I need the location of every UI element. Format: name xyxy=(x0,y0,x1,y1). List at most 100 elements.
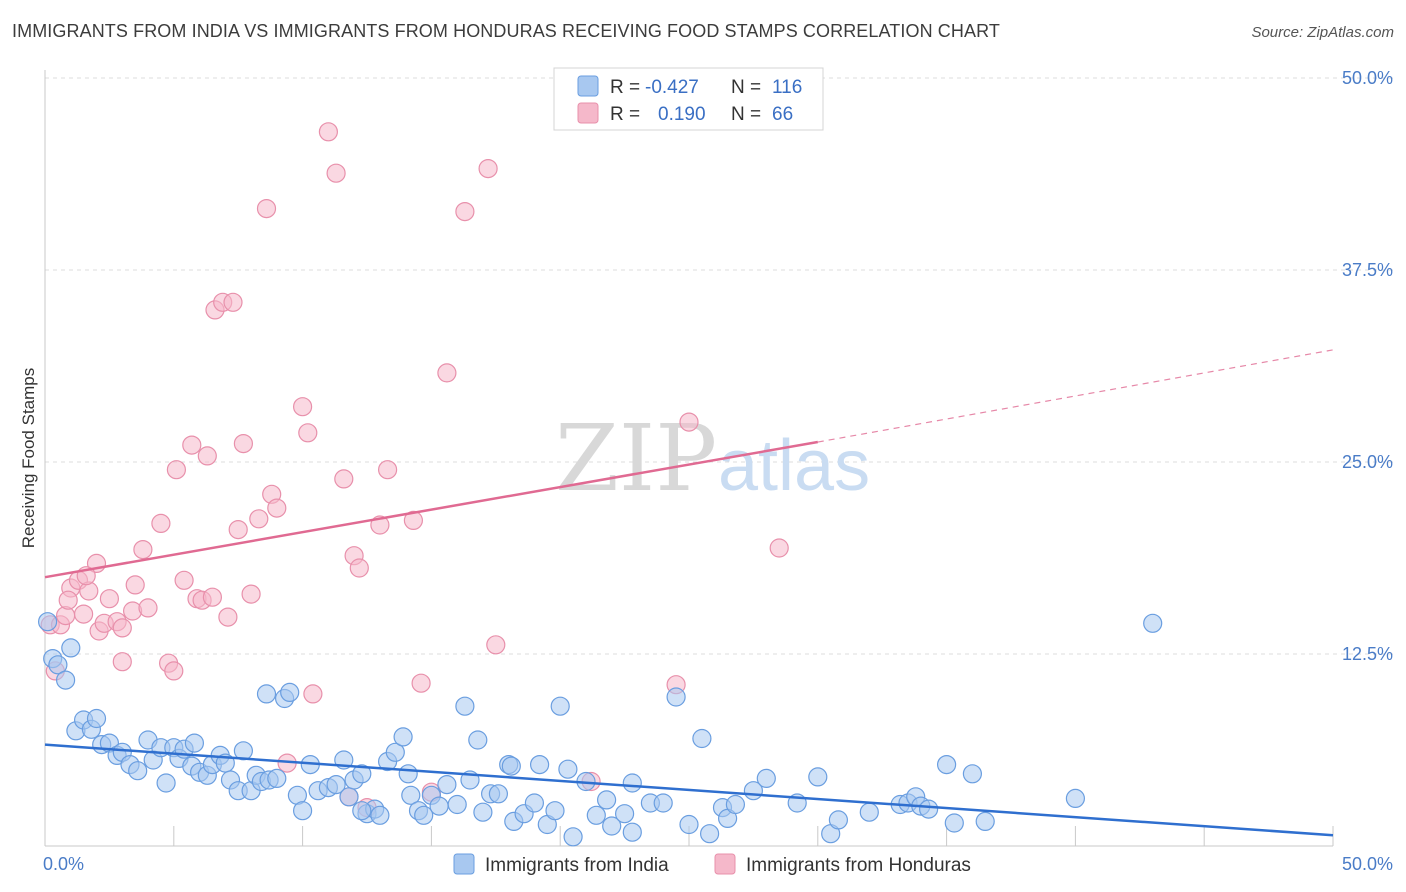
india-point xyxy=(679,814,699,835)
bottom-legend-honduras-label: Immigrants from Honduras xyxy=(746,855,971,876)
gridlines xyxy=(45,77,1393,655)
india-point xyxy=(699,824,720,844)
india-point xyxy=(86,708,107,729)
legend-honduras-n-value: 66 xyxy=(772,104,793,125)
honduras-point xyxy=(223,292,243,312)
legend-box xyxy=(553,67,824,131)
honduras-point xyxy=(679,412,699,432)
india-point xyxy=(859,802,879,822)
trend-lines xyxy=(44,349,1334,837)
honduras-points xyxy=(40,122,789,818)
honduras-point xyxy=(298,423,318,443)
india-trend-line xyxy=(44,743,1334,837)
y-tick-label: 12.5% xyxy=(1342,644,1393,664)
india-point xyxy=(184,733,204,753)
india-point xyxy=(725,794,746,815)
india-point xyxy=(501,756,521,776)
honduras-point xyxy=(403,510,423,531)
honduras-point xyxy=(197,446,217,466)
india-point xyxy=(550,696,570,716)
honduras-point xyxy=(486,635,506,655)
honduras-point xyxy=(437,363,457,383)
india-point xyxy=(339,787,359,807)
india-point xyxy=(326,774,346,795)
legend-india-r-value: -0.427 xyxy=(645,77,699,98)
honduras-trend-line-dashed xyxy=(817,349,1334,443)
honduras-point xyxy=(378,460,398,480)
india-point xyxy=(918,799,939,819)
honduras-point xyxy=(166,460,186,480)
honduras-point xyxy=(182,435,202,455)
india-point xyxy=(563,827,583,847)
india-point xyxy=(1065,788,1086,809)
bottom-legend-india-swatch xyxy=(453,853,475,875)
india-point xyxy=(256,684,277,704)
india-point xyxy=(37,612,58,632)
india-point xyxy=(156,773,176,793)
honduras-point xyxy=(349,558,369,578)
x-tick-label-max: 50.0% xyxy=(1342,854,1393,874)
honduras-point xyxy=(174,570,194,590)
india-point xyxy=(401,785,421,805)
honduras-point xyxy=(326,163,346,183)
india-point xyxy=(293,801,313,821)
india-point xyxy=(437,774,457,795)
india-point xyxy=(596,790,617,810)
honduras-point xyxy=(99,589,120,609)
india-point xyxy=(622,822,642,842)
honduras-point xyxy=(303,684,323,704)
honduras-point xyxy=(138,598,158,618)
bottom-legend-india-label: Immigrants from India xyxy=(485,855,669,876)
y-axis-title: Receiving Food Stamps xyxy=(19,368,38,548)
honduras-point xyxy=(112,652,132,672)
honduras-point xyxy=(267,498,287,518)
legend-india-swatch xyxy=(577,75,599,97)
india-point xyxy=(692,728,712,749)
honduras-point xyxy=(202,587,222,607)
bottom-legend-honduras-swatch xyxy=(714,853,736,875)
honduras-point xyxy=(218,607,238,627)
honduras-point xyxy=(256,199,277,219)
honduras-point xyxy=(769,538,789,558)
honduras-point xyxy=(241,584,261,604)
y-tick-label: 50.0% xyxy=(1342,68,1393,88)
chart-title: IMMIGRANTS FROM INDIA VS IMMIGRANTS FROM… xyxy=(12,21,1000,41)
x-tick-label-min: 0.0% xyxy=(43,854,84,874)
india-point xyxy=(756,768,776,789)
india-point xyxy=(352,801,372,821)
india-point xyxy=(385,742,405,762)
india-point xyxy=(61,638,81,658)
india-point xyxy=(447,794,467,815)
y-tick-label: 25.0% xyxy=(1342,452,1393,472)
honduras-point xyxy=(455,202,475,222)
india-point xyxy=(1143,613,1163,633)
india-point xyxy=(398,764,418,784)
honduras-point xyxy=(164,661,184,681)
india-point xyxy=(488,784,508,804)
legend-india-n-value: 116 xyxy=(772,77,802,98)
watermark-atlas: atlas xyxy=(718,426,870,506)
honduras-point xyxy=(334,469,354,489)
honduras-point xyxy=(123,601,143,621)
legend-honduras-r-value: 0.190 xyxy=(658,104,706,125)
honduras-trend-line xyxy=(44,440,819,579)
legend-india-n-label: N = xyxy=(731,77,761,98)
india-point xyxy=(666,687,686,707)
india-point xyxy=(55,670,76,690)
india-point xyxy=(808,767,828,787)
honduras-point xyxy=(478,159,498,179)
india-point xyxy=(962,764,983,784)
india-point xyxy=(468,730,488,750)
india-point xyxy=(653,793,673,813)
top-legend: R = -0.427 N = 116 R = 0.190 N = 66 xyxy=(553,67,824,131)
india-point xyxy=(944,813,964,833)
y-tick-labels: 12.5% 25.0% 37.5% 50.0% xyxy=(1342,68,1393,664)
honduras-point xyxy=(73,604,94,624)
india-points xyxy=(37,612,1163,847)
legend-honduras-n-label: N = xyxy=(731,104,761,125)
india-point xyxy=(524,793,545,813)
india-point xyxy=(602,816,622,836)
india-point xyxy=(280,682,300,703)
india-point xyxy=(622,773,642,793)
